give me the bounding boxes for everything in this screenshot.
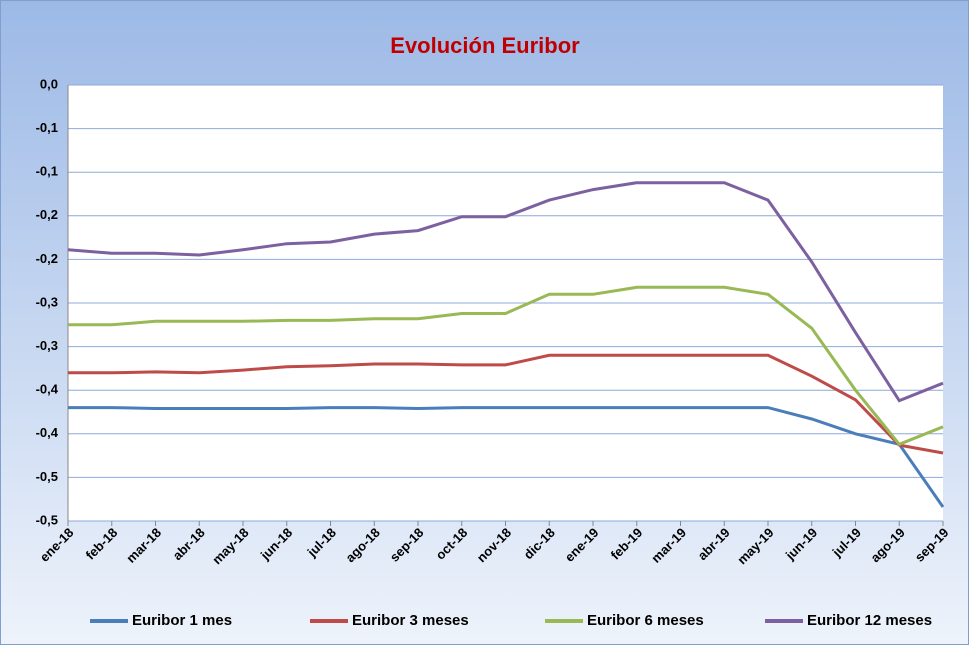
y-tick-label: -0,2: [36, 207, 58, 222]
chart-title: Evolución Euribor: [390, 33, 580, 58]
y-tick-label: -0,4: [36, 425, 59, 440]
legend-label: Euribor 6 meses: [587, 612, 704, 629]
legend-label: Euribor 12 meses: [807, 612, 932, 629]
y-tick-label: -0,5: [36, 469, 58, 484]
series-line: [67, 181, 944, 403]
series-line: [68, 353, 944, 455]
y-tick-label: -0,5: [36, 512, 58, 527]
legend-label: Euribor 3 meses: [352, 612, 469, 629]
series-line: [68, 406, 945, 508]
y-tick-label: -0,4: [36, 382, 59, 397]
y-tick-label: -0,3: [36, 294, 58, 309]
legend-label: Euribor 1 mes: [132, 612, 232, 629]
y-tick-label: -0,1: [36, 164, 58, 179]
y-tick-label: -0,2: [36, 251, 58, 266]
y-tick-label: -0,1: [36, 120, 58, 135]
y-tick-label: -0,3: [36, 338, 58, 353]
y-tick-label: 0,0: [40, 76, 58, 91]
series-line: [68, 285, 944, 447]
